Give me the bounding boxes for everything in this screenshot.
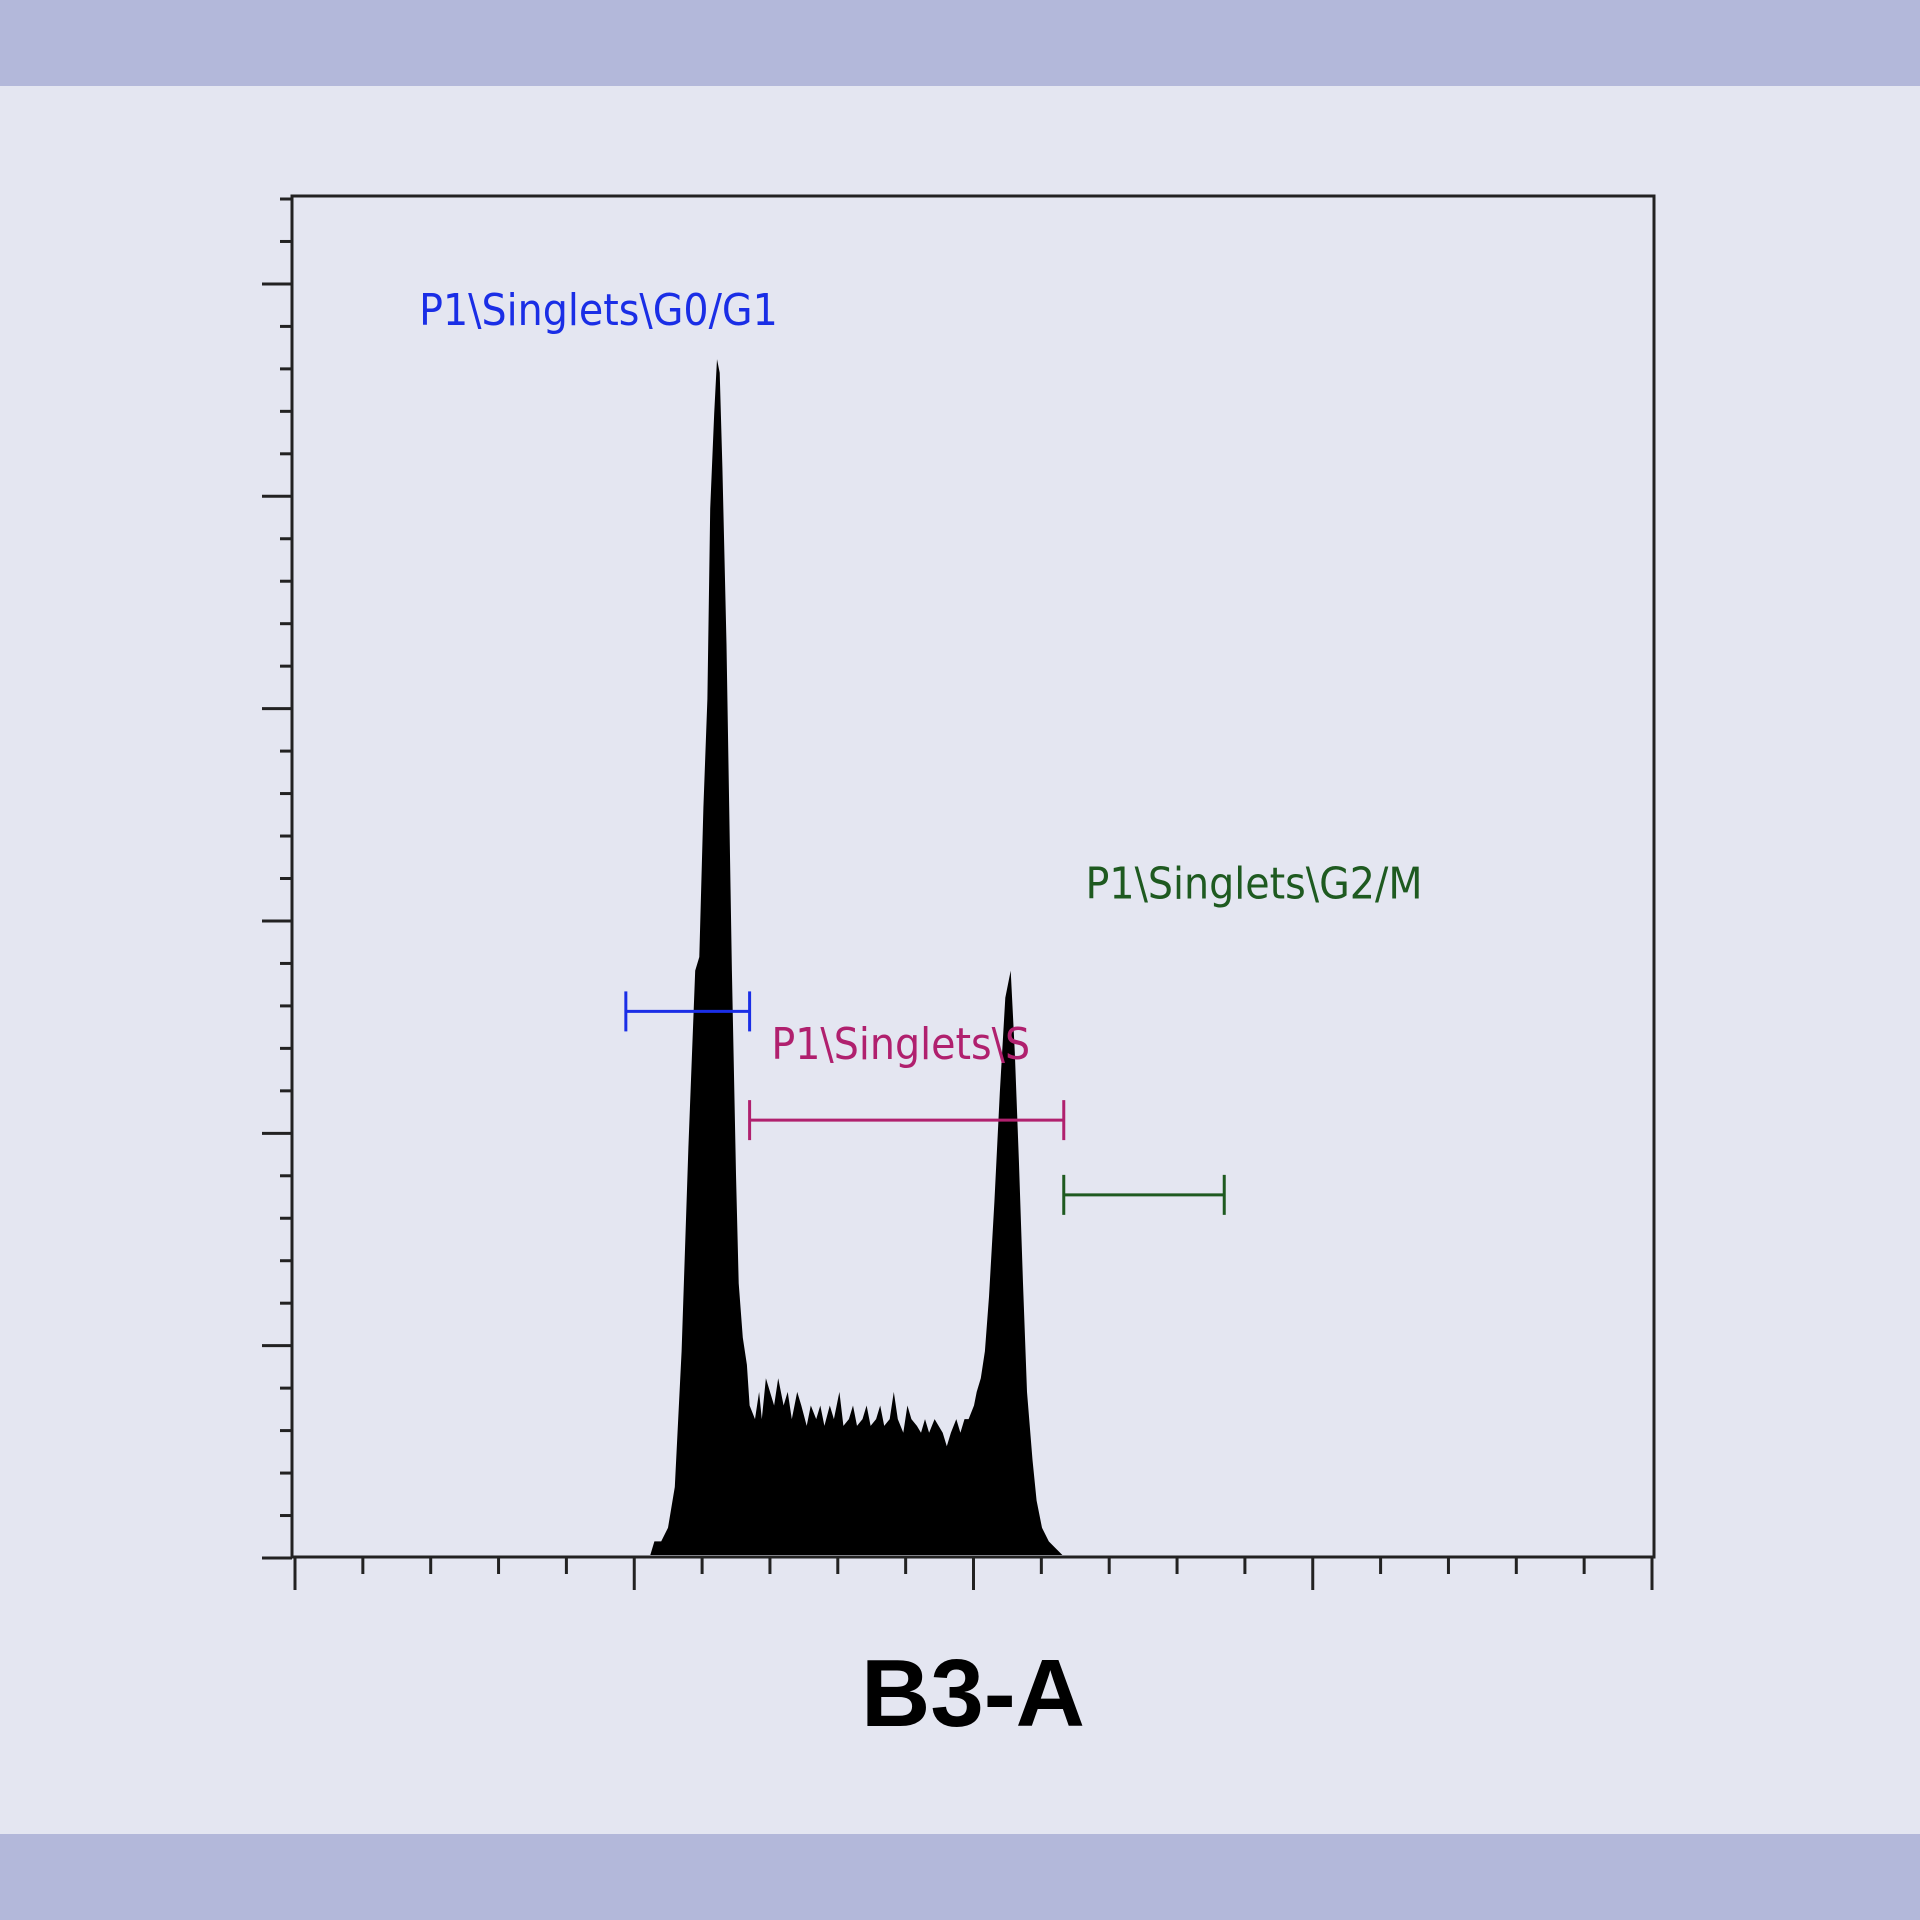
- histogram-area: [643, 359, 1063, 1556]
- x-axis-label: B3-A: [861, 1640, 1085, 1747]
- gate-label: P1\Singlets\S: [771, 1019, 1030, 1070]
- gate-2: P1\Singlets\S: [748, 1019, 1066, 1141]
- x-axis-ticks: [293, 1557, 1654, 1590]
- gate-1: P1\Singlets\G0/G1: [419, 285, 778, 1032]
- gate-3: P1\Singlets\G2/M: [1062, 859, 1423, 1215]
- bottom-band: [0, 1834, 1920, 1920]
- y-axis-ticks: [262, 197, 292, 1560]
- top-band: [0, 0, 1920, 86]
- gate-label: P1\Singlets\G2/M: [1086, 859, 1423, 910]
- plot-frame: [290, 194, 1656, 1559]
- gate-markers: P1\Singlets\G0/G1 P1\Singlets\S P1\Singlet…: [419, 285, 1422, 1215]
- gate-label: P1\Singlets\G0/G1: [419, 285, 778, 336]
